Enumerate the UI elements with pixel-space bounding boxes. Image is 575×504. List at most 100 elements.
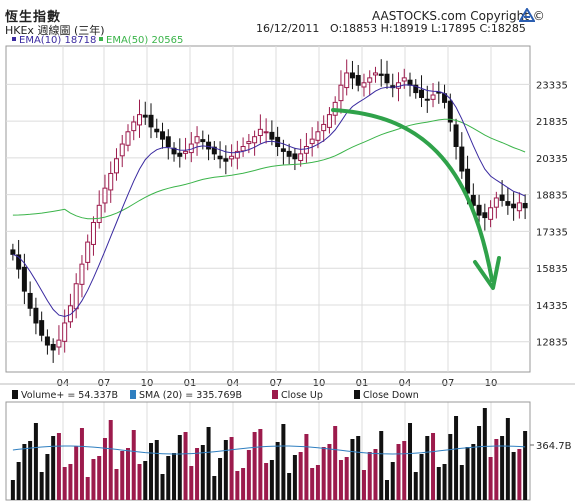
- price-panel-border: [5, 45, 531, 373]
- volume-bar: [56, 433, 61, 500]
- volume-bar: [68, 464, 73, 500]
- volume-bar: [384, 480, 389, 500]
- candle-body: [125, 131, 131, 146]
- candle-body: [137, 114, 142, 126]
- candle-body: [505, 201, 511, 206]
- legend-close-down: Close Down: [354, 390, 419, 401]
- legend-ema50: EMA(50) 20565: [99, 35, 183, 46]
- candle-body: [476, 204, 482, 216]
- volume-bar: [465, 447, 470, 500]
- legend-close-up-label: Close Up: [281, 390, 323, 401]
- volume-bar: [166, 456, 171, 500]
- price-tick-label: 17335: [536, 227, 568, 238]
- candle-body: [407, 79, 413, 86]
- candle-body: [79, 263, 85, 285]
- volume-bar: [505, 418, 510, 500]
- candle-body: [493, 197, 499, 208]
- ema-lines: [12, 84, 526, 318]
- candle-body: [321, 123, 327, 132]
- price-tick-label: 23335: [536, 80, 568, 91]
- candle-body: [246, 141, 252, 145]
- candle-body: [384, 73, 390, 84]
- volume-bar: [494, 439, 499, 500]
- candle-body: [62, 322, 68, 342]
- trend-arrow-curve: [331, 108, 494, 282]
- candle-body: [459, 146, 465, 172]
- volume-bar: [477, 426, 482, 500]
- candle-body: [85, 241, 91, 263]
- ema10-line: [12, 84, 526, 318]
- candle-body: [465, 168, 471, 194]
- volume-bar: [74, 446, 79, 500]
- price-tick-label: 15835: [536, 264, 568, 275]
- volume-bar: [373, 449, 378, 500]
- volume-bar: [177, 435, 182, 500]
- volume-bar: [442, 464, 447, 500]
- volume-bar: [269, 460, 274, 500]
- volume-bar: [10, 480, 15, 500]
- volume-bar: [33, 423, 38, 500]
- volume-bar: [292, 455, 297, 500]
- volume-bar: [195, 448, 200, 500]
- candle-body: [148, 114, 154, 128]
- candle-body: [355, 75, 361, 86]
- ohlc-readout: O:18853 H:18919 L:17895 C:18285: [330, 22, 526, 35]
- volume-bar: [523, 431, 528, 500]
- volume-bar: [275, 442, 280, 500]
- candle-body: [90, 221, 96, 245]
- volume-bar: [39, 472, 44, 500]
- volume-bar: [258, 429, 263, 500]
- candle-body: [73, 283, 79, 310]
- volume-bar: [436, 467, 441, 500]
- volume-bar: [200, 445, 205, 500]
- volume-bar: [459, 465, 464, 500]
- candle-body: [419, 89, 425, 98]
- candle-body: [499, 194, 505, 201]
- candle-body: [292, 153, 298, 160]
- candle-body: [349, 72, 355, 79]
- volume-bar: [419, 454, 424, 500]
- volume-bar: [160, 474, 165, 500]
- candle-body: [131, 121, 137, 132]
- volume-bars: [10, 408, 528, 500]
- volume-bar: [91, 459, 96, 500]
- candle-body: [482, 212, 488, 219]
- candle-body: [488, 207, 494, 220]
- candle-body: [229, 155, 235, 160]
- candle-body: [252, 136, 258, 144]
- volume-bar: [108, 420, 113, 500]
- candle-body: [424, 98, 430, 101]
- candle-body: [240, 145, 246, 152]
- candle-body: [298, 153, 304, 162]
- volume-bar: [327, 444, 332, 500]
- volume-bar: [51, 436, 56, 500]
- legend-volume-label: Volume+ = 54.337B: [21, 390, 119, 401]
- candle-body: [263, 131, 269, 134]
- volume-bar: [246, 450, 251, 500]
- ema50-line: [12, 118, 526, 220]
- price-tick-label: 18835: [536, 191, 568, 202]
- candle-body: [21, 266, 27, 292]
- legend-ema10-label: EMA(10) 18718: [19, 35, 97, 46]
- volume-bar: [390, 462, 395, 500]
- volume-bar: [310, 468, 315, 500]
- price-tick-label: 12835: [536, 338, 568, 349]
- volume-bar: [28, 441, 33, 500]
- candle-body: [430, 94, 436, 100]
- volume-bar: [408, 423, 413, 500]
- candle-body: [211, 146, 217, 155]
- volume-bar: [517, 449, 522, 500]
- volume-bar: [396, 444, 401, 500]
- candle-body: [102, 187, 108, 204]
- volume-bar: [149, 443, 154, 500]
- volume-bar: [79, 428, 84, 500]
- candle-body: [413, 84, 419, 94]
- candle-body: [234, 150, 240, 159]
- volume-bar: [97, 456, 102, 500]
- brand-copyright: AASTOCKS.com Copyright ©: [372, 9, 545, 23]
- price-tick-label: 20335: [536, 154, 568, 165]
- candle-body: [401, 77, 407, 82]
- legend-volume: Volume+ = 54.337B: [12, 390, 118, 401]
- candle-body: [361, 82, 367, 88]
- volume-bar: [344, 457, 349, 500]
